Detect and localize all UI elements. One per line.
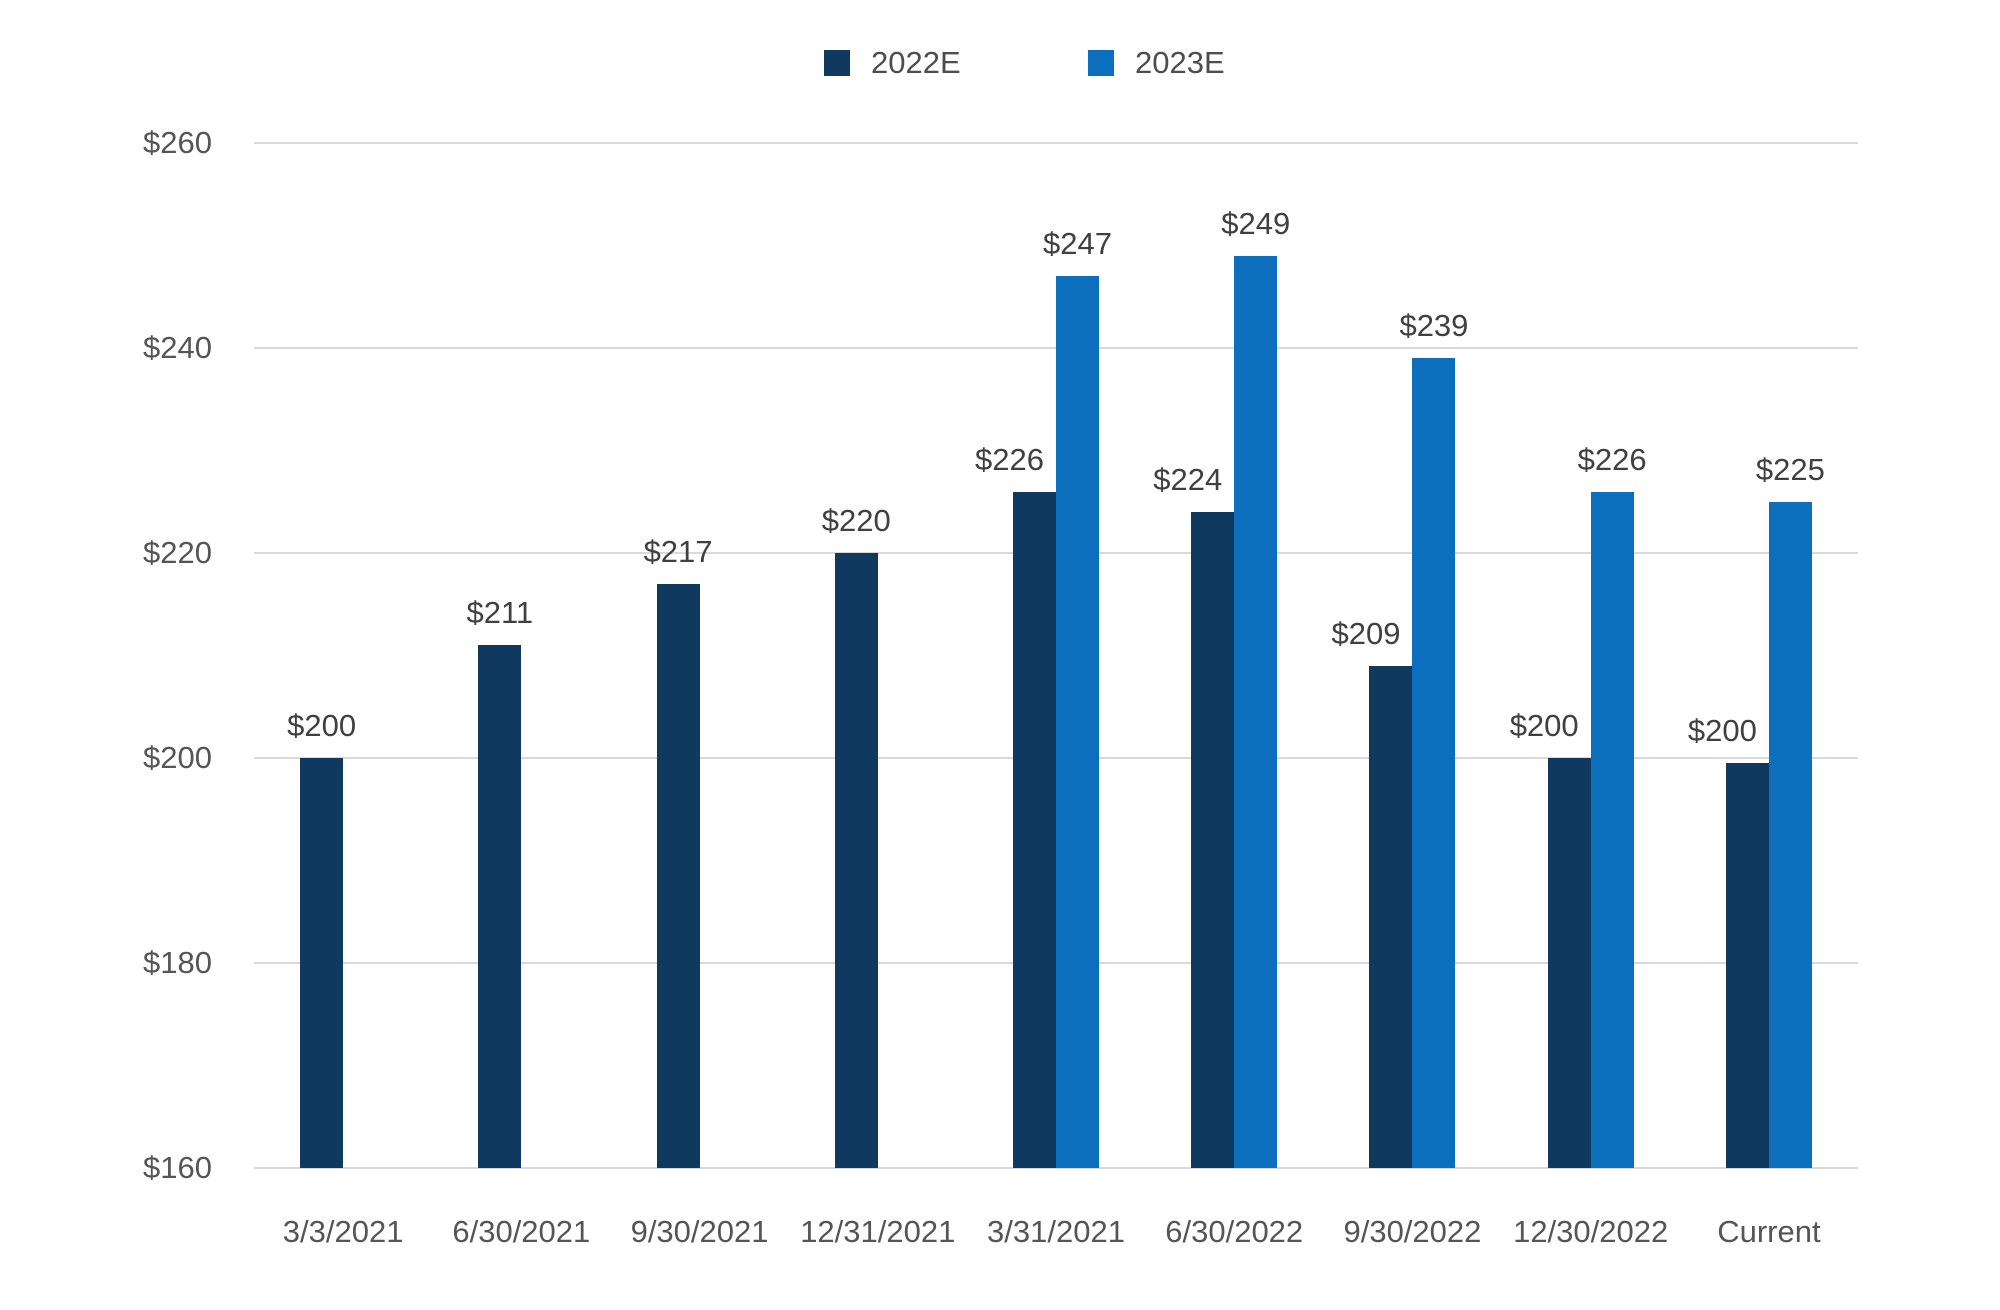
- bar-2022e: [834, 553, 878, 1168]
- x-axis-label: 3/31/2021: [987, 1214, 1125, 1249]
- legend-item-2022e: 2022E: [824, 45, 961, 81]
- value-label-2023e: $247: [1043, 226, 1112, 262]
- value-label-2023e: $225: [1755, 451, 1825, 487]
- gridline: [254, 142, 1858, 144]
- x-axis-label: 6/30/2021: [452, 1214, 591, 1249]
- y-tick-label: $220: [143, 535, 212, 570]
- value-label-2022e: $220: [821, 503, 891, 538]
- value-label-2022e: $200: [1509, 708, 1579, 743]
- y-tick-label: $180: [143, 945, 212, 980]
- y-tick-label: $240: [143, 330, 212, 365]
- value-label-2023e: $249: [1221, 205, 1291, 241]
- bar-2023e: [1412, 358, 1456, 1168]
- x-axis-label: 3/3/2021: [282, 1214, 404, 1249]
- chart-legend: 2022E 2023E: [0, 45, 2000, 85]
- legend-item-2023e: 2023E: [1088, 45, 1225, 81]
- x-axis-label: 12/30/2022: [1513, 1214, 1669, 1249]
- legend-label-2023e: 2023E: [1135, 45, 1225, 80]
- value-label-2023e: $226: [1577, 441, 1647, 477]
- legend-label-2022e: 2022E: [871, 45, 961, 80]
- value-label-2022e: $200: [287, 708, 357, 743]
- bar-2022e: [1547, 758, 1591, 1168]
- bar-2022e: [478, 645, 522, 1168]
- bar-2023e: [1056, 276, 1099, 1168]
- gridline: [254, 1167, 1858, 1169]
- x-axis-label: 6/30/2022: [1165, 1214, 1304, 1249]
- bar-2023e: [1590, 491, 1634, 1168]
- bar-2022e: [656, 583, 700, 1168]
- x-axis-label: 9/30/2022: [1343, 1214, 1482, 1249]
- x-axis-label: 9/30/2021: [630, 1214, 769, 1249]
- x-axis-label: Current: [1717, 1214, 1821, 1249]
- y-tick-label: $160: [143, 1150, 212, 1185]
- bar-2023e: [1768, 501, 1812, 1168]
- legend-swatch-2023e-icon: [1088, 50, 1114, 76]
- bar-2022e: [1191, 512, 1235, 1168]
- value-label-2022e: $224: [1153, 462, 1223, 497]
- y-tick-label: $260: [143, 125, 212, 160]
- x-axis-label: 12/31/2021: [800, 1214, 956, 1249]
- value-label-2022e: $211: [466, 595, 534, 631]
- value-label-2022e: $209: [1331, 615, 1401, 651]
- value-label-2022e: $200: [1687, 713, 1757, 749]
- bar-2022e: [1369, 665, 1413, 1168]
- legend-swatch-2022e-icon: [824, 50, 850, 76]
- bar-2022e: [1013, 491, 1056, 1168]
- y-tick-label: $200: [143, 740, 212, 775]
- value-label-2022e: $226: [975, 441, 1044, 477]
- bar-2023e: [1234, 255, 1278, 1168]
- bar-2022e: [300, 758, 344, 1168]
- value-label-2022e: $217: [643, 533, 713, 569]
- bar-2022e: [1725, 763, 1769, 1168]
- value-label-2023e: $239: [1399, 308, 1469, 344]
